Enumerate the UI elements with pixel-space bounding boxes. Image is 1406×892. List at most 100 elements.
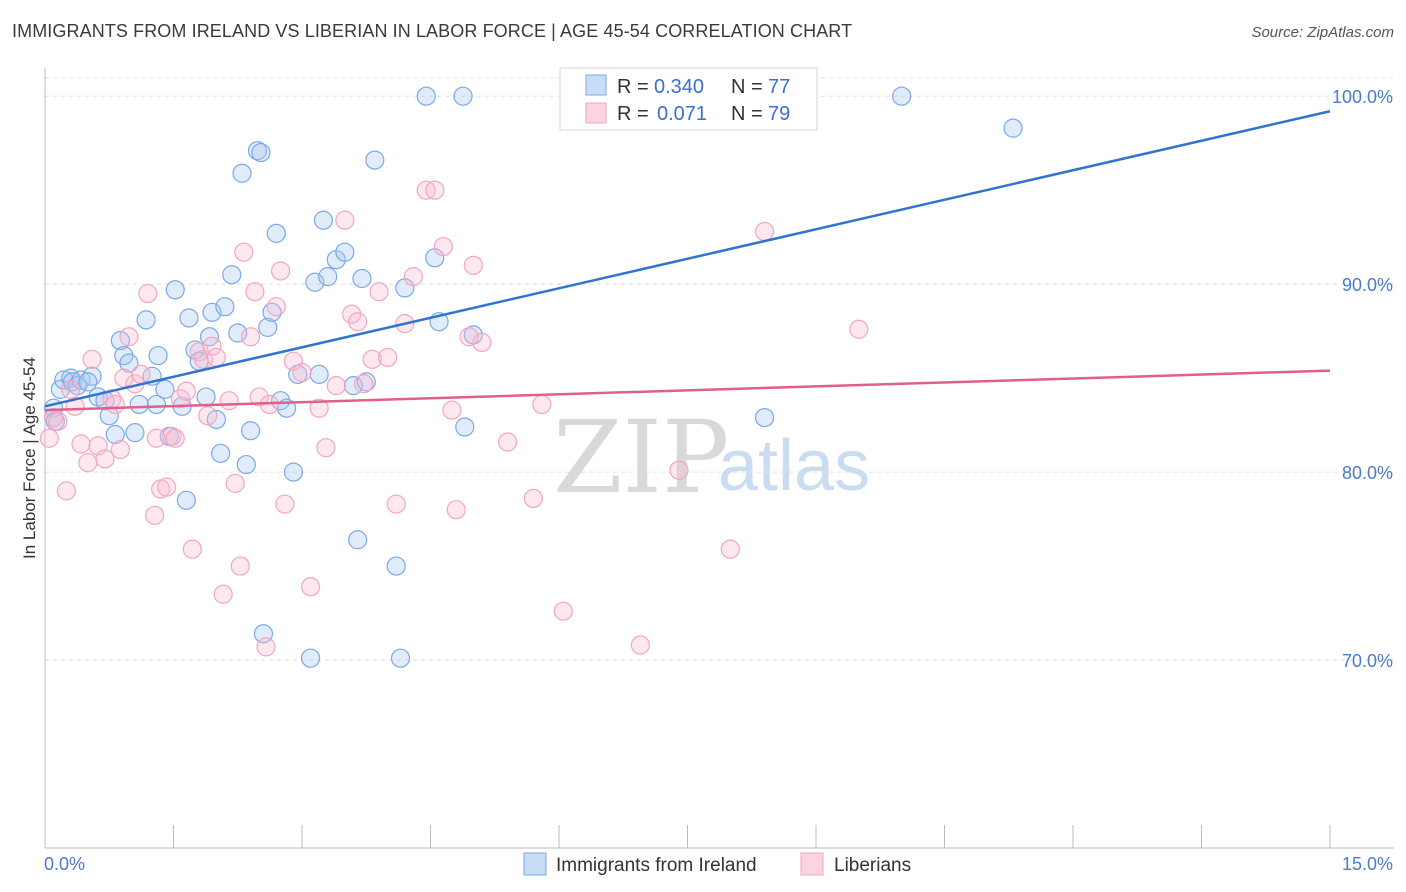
legend-n-value-liberians: 79 <box>768 103 790 125</box>
liberians-point <box>245 282 265 302</box>
legend-r-label-liberians: R = <box>617 103 649 125</box>
y-axis-label: In Labor Force | Age 45-54 <box>20 357 39 559</box>
liberians-point <box>48 411 68 431</box>
liberians-point <box>182 539 202 559</box>
liberians-point <box>849 319 869 339</box>
liberians-point <box>335 210 355 230</box>
ireland-point <box>196 387 216 407</box>
legend-n-label-liberians: N = <box>731 103 763 125</box>
liberians-point <box>241 327 261 347</box>
liberians-point <box>230 556 250 576</box>
ireland-point <box>78 372 98 392</box>
liberians-point <box>266 297 286 317</box>
liberians-point <box>403 267 423 287</box>
ireland-point <box>146 394 166 415</box>
bottom-legend-label-liberians: Liberians <box>834 855 911 876</box>
liberians-point <box>162 426 182 446</box>
liberians-point <box>309 398 329 418</box>
ireland-point <box>119 353 139 373</box>
liberians-trendline <box>44 369 1331 412</box>
liberians-point <box>219 391 239 411</box>
y-axis-tick-labels: 70.0% 80.0% 90.0% 100.0% <box>1332 87 1393 671</box>
y-tick-label: 90.0% <box>1342 275 1393 295</box>
ireland-point <box>300 648 321 668</box>
liberians-point <box>630 635 650 655</box>
liberians-point <box>386 494 406 514</box>
liberians-point <box>523 488 543 509</box>
ireland-point <box>236 454 256 475</box>
liberians-point <box>170 389 190 409</box>
liberians-point <box>145 505 165 525</box>
ireland-point <box>179 308 199 328</box>
stats-legend: R = 0.340 N = 77 R = 0.071 N = 79 <box>559 67 818 131</box>
liberians-point <box>446 500 466 520</box>
ireland-point <box>155 379 175 399</box>
liberians-point <box>249 387 269 407</box>
liberians-point <box>275 494 295 514</box>
ireland-point <box>222 265 242 285</box>
liberians-point <box>206 347 226 368</box>
ireland-point <box>129 394 149 415</box>
x-tick-label-max: 15.0% <box>1342 854 1393 874</box>
y-tick-label: 80.0% <box>1342 463 1393 483</box>
ireland-point <box>416 86 436 106</box>
ireland-point <box>309 364 329 384</box>
liberians-point <box>459 327 479 347</box>
ireland-point <box>215 297 235 317</box>
ireland-point <box>390 648 411 668</box>
liberians-point <box>82 349 102 369</box>
ireland-point <box>455 417 475 437</box>
ireland-point <box>99 406 119 426</box>
y-tick-label: 70.0% <box>1342 651 1393 671</box>
liberians-point <box>442 400 462 420</box>
series-liberians-points <box>39 180 869 657</box>
ireland-point <box>241 421 261 441</box>
liberians-point <box>146 428 166 448</box>
liberians-point <box>498 432 518 452</box>
ireland-point <box>105 424 125 445</box>
liberians-point <box>348 312 368 332</box>
liberians-point <box>300 577 321 597</box>
ireland-point <box>266 223 286 243</box>
liberians-point <box>56 481 77 501</box>
y-tick-label: 100.0% <box>1332 87 1393 107</box>
liberians-point <box>754 221 775 242</box>
ireland-point <box>165 280 185 300</box>
liberians-point <box>463 255 483 275</box>
liberians-point <box>292 362 312 383</box>
liberians-point <box>425 180 445 200</box>
liberians-point <box>157 477 177 497</box>
liberians-point <box>270 261 291 281</box>
ireland-point <box>136 310 156 330</box>
liberians-point <box>198 406 218 426</box>
liberians-point <box>176 381 196 401</box>
legend-swatch-ireland <box>585 74 607 96</box>
ireland-point <box>228 323 248 343</box>
ireland-point <box>247 141 268 161</box>
liberians-point <box>354 374 374 394</box>
legend-n-value-ireland: 77 <box>768 76 790 98</box>
bottom-legend-swatch-ireland <box>523 852 547 876</box>
legend-swatch-liberians <box>585 102 607 124</box>
legend-n-label-ireland: N = <box>731 76 763 98</box>
ireland-point <box>352 268 372 289</box>
bottom-legend-label-ireland: Immigrants from Ireland <box>556 855 757 876</box>
liberians-point <box>165 428 185 448</box>
liberians-point <box>110 439 130 460</box>
liberians-point <box>720 539 740 559</box>
legend-r-label-ireland: R = <box>617 76 649 98</box>
liberians-point <box>71 434 91 454</box>
liberians-point <box>202 336 222 356</box>
liberians-point <box>532 394 552 415</box>
liberians-point <box>138 283 158 304</box>
series-ireland-points <box>43 86 1023 668</box>
liberians-point <box>95 449 115 469</box>
liberians-point <box>378 347 398 368</box>
watermark-atlas: atlas <box>718 426 870 506</box>
ireland-point <box>251 142 271 163</box>
ireland-point <box>365 150 385 170</box>
liberians-point <box>39 428 59 448</box>
liberians-point <box>131 364 151 384</box>
liberians-point <box>553 601 573 621</box>
